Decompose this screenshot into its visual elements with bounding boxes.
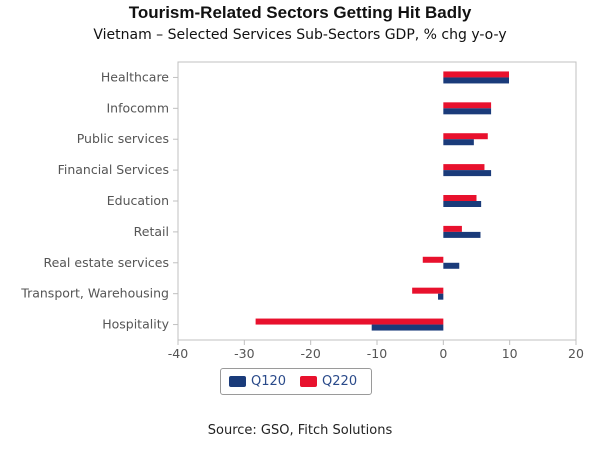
x-tick-label: -30 — [234, 346, 254, 361]
bar-q120[interactable] — [371, 324, 444, 331]
x-tick-label: -40 — [168, 346, 188, 361]
category-label: Healthcare — [101, 69, 169, 84]
legend-label-q220: Q220 — [322, 374, 358, 389]
legend: Q120 Q220 — [220, 368, 372, 395]
x-tick-label: 0 — [439, 346, 447, 361]
chart-title: Tourism-Related Sectors Getting Hit Badl… — [128, 3, 472, 22]
bar-q120[interactable] — [443, 231, 481, 238]
bar-q120[interactable] — [443, 170, 492, 177]
legend-swatch-q120 — [229, 376, 246, 387]
bar-q220[interactable] — [412, 287, 444, 294]
plot-frame — [177, 61, 577, 341]
category-labels: Healthcare Infocomm Public services Financi… — [20, 69, 178, 332]
x-tick-label: -20 — [300, 346, 320, 361]
x-tick-label: -10 — [367, 346, 387, 361]
bars — [255, 71, 510, 331]
category-label: Infocomm — [106, 100, 169, 115]
bar-q120[interactable] — [443, 262, 460, 269]
category-label: Real estate services — [43, 255, 169, 270]
bar-q120[interactable] — [443, 77, 510, 84]
legend-label-q120: Q120 — [251, 374, 287, 389]
bar-q120[interactable] — [443, 108, 492, 115]
bar-q220[interactable] — [443, 133, 488, 140]
bar-q120[interactable] — [438, 293, 444, 300]
bar-q220[interactable] — [443, 71, 510, 78]
x-tick-label: 20 — [568, 346, 584, 361]
source-note: Source: GSO, Fitch Solutions — [207, 423, 393, 438]
bar-q220[interactable] — [255, 318, 444, 325]
category-label: Public services — [77, 131, 169, 146]
bar-q220[interactable] — [443, 102, 492, 109]
category-label: Hospitality — [102, 317, 169, 332]
category-label: Transport, Warehousing — [20, 286, 169, 301]
legend-item-q220[interactable]: Q220 — [300, 374, 357, 389]
category-label: Retail — [134, 224, 169, 239]
legend-item-q120[interactable]: Q120 — [229, 374, 286, 389]
bar-q220[interactable] — [443, 195, 477, 201]
bar-q220[interactable] — [422, 256, 444, 263]
x-tick-label: 10 — [502, 346, 518, 361]
bar-q120[interactable] — [443, 201, 482, 207]
legend-swatch-q220 — [300, 376, 318, 387]
bar-q220[interactable] — [443, 225, 462, 232]
bar-q220[interactable] — [443, 164, 485, 171]
chart-subtitle: Vietnam – Selected Services Sub-Sectors … — [93, 27, 507, 43]
bar-q120[interactable] — [443, 139, 474, 146]
category-label: Education — [107, 193, 169, 208]
category-label: Financial Services — [58, 162, 169, 177]
plot-border — [177, 61, 577, 341]
x-axis: -40 -30 -20 -10 0 10 20 — [168, 340, 584, 361]
